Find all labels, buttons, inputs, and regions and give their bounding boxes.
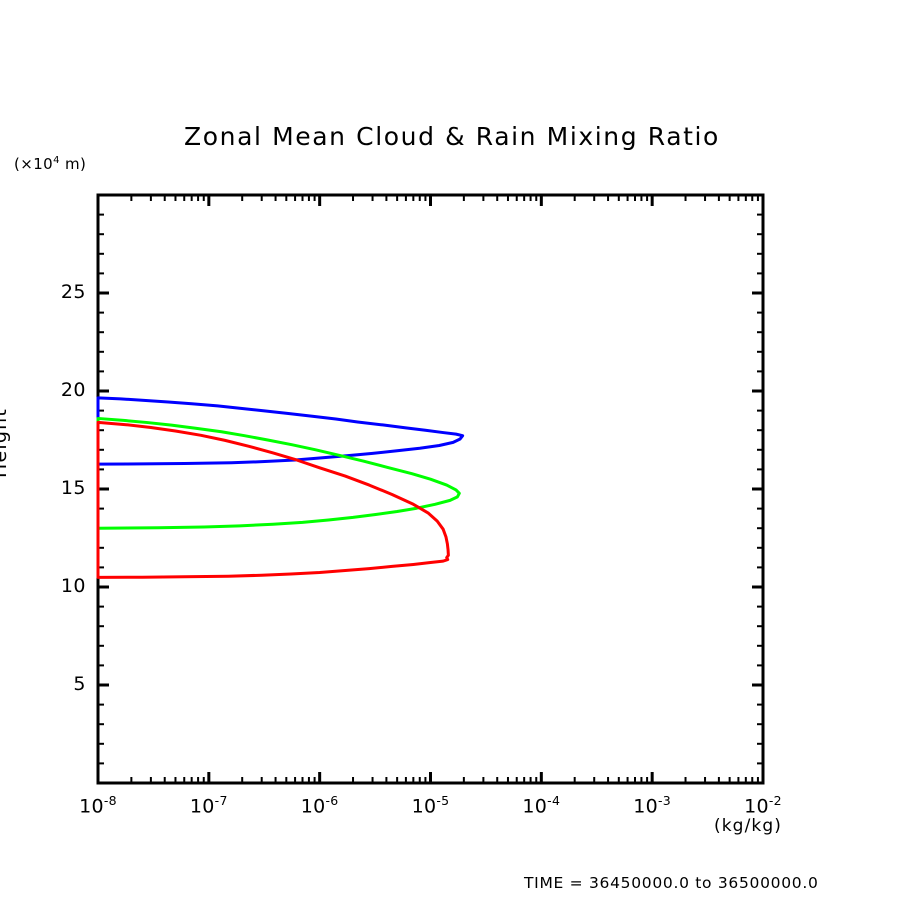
x-tick-mantissa: 10 (300, 795, 326, 818)
x-tick-label: 10-2 (728, 793, 798, 817)
y-tick-label: 5 (73, 673, 86, 695)
x-tick-mantissa: 10 (522, 795, 548, 818)
x-tick-label: 10-7 (174, 793, 244, 817)
x-tick-exponent: -6 (325, 793, 339, 808)
x-tick-label: 10-3 (617, 793, 687, 817)
x-tick-mantissa: 10 (633, 795, 658, 818)
x-tick-exponent: -3 (658, 793, 672, 808)
axes-frame (96, 193, 765, 785)
x-tick-exponent: -2 (768, 793, 782, 808)
y-units-prefix: (×10 (14, 155, 54, 173)
y-axis-units-label: (×104 m) (14, 155, 86, 173)
series-red-profile (96, 420, 450, 579)
series-blue-profile (96, 396, 465, 466)
x-tick-exponent: -7 (214, 793, 228, 808)
time-range-annotation: TIME = 36450000.0 to 36500000.0 (524, 874, 819, 892)
x-tick-mantissa: 10 (189, 795, 215, 818)
y-units-exponent: 4 (53, 155, 60, 166)
x-tick-mantissa: 10 (79, 795, 104, 818)
x-tick-exponent: -5 (436, 793, 450, 808)
x-tick-mantissa: 10 (411, 795, 437, 818)
x-axis-units-label: (kg/kg) (714, 816, 782, 836)
y-tick-label: 15 (60, 477, 86, 499)
series-green-profile (96, 416, 461, 530)
y-tick-label: 25 (60, 281, 86, 303)
page-title: Zonal Mean Cloud & Rain Mixing Ratio (184, 122, 720, 151)
x-tick-exponent: -4 (547, 793, 561, 808)
x-tick-mantissa: 10 (744, 795, 769, 818)
y-units-suffix: m) (59, 155, 87, 173)
x-tick-label: 10-6 (285, 793, 355, 817)
x-tick-label: 10-4 (506, 793, 576, 817)
x-tick-exponent: -8 (103, 793, 117, 808)
x-tick-label: 10-8 (63, 793, 133, 817)
x-tick-label: 10-5 (396, 793, 466, 817)
y-tick-label: 10 (60, 575, 86, 597)
y-tick-label: 20 (60, 379, 86, 401)
